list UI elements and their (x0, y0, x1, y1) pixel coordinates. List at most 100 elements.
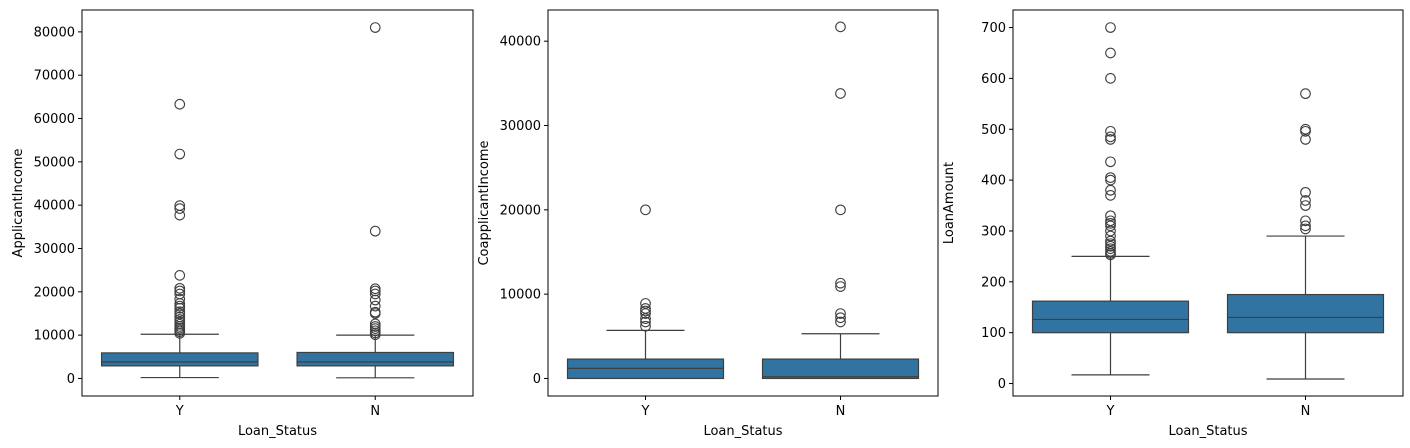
outlier-point (369, 300, 381, 312)
outlier-point (174, 200, 186, 211)
outlier-point (174, 311, 186, 323)
outlier-point (835, 204, 846, 216)
outlier-point (640, 204, 651, 216)
outlier-point (1105, 190, 1116, 201)
outlier-point (835, 312, 846, 324)
outlier-point (640, 298, 651, 309)
x-axis-label: Loan_Status (1168, 424, 1247, 439)
outlier-point (174, 282, 186, 294)
axes-frame (81, 9, 474, 397)
y-tick-label: 600 (981, 72, 1006, 87)
outlier-point (369, 225, 381, 237)
y-tick-label: 400 (981, 174, 1006, 189)
outlier-point (1300, 215, 1311, 227)
outlier-point (1105, 47, 1116, 59)
box-Y (1031, 22, 1190, 376)
y-axis-label: LoanAmount (942, 162, 957, 244)
y-tick-label: 40000 (500, 35, 541, 50)
outlier-point (835, 21, 846, 33)
outlier-point (174, 306, 186, 318)
box-N (296, 22, 455, 379)
outlier-point (640, 320, 651, 332)
y-tick-label: 30000 (500, 119, 541, 134)
outlier-point (1300, 200, 1311, 211)
outlier-point (640, 303, 651, 314)
outlier-point (1105, 220, 1116, 232)
outlier-point (1300, 123, 1311, 135)
outlier-point (1105, 125, 1116, 137)
x-tick-label: N (836, 404, 846, 419)
outlier-point (1105, 243, 1116, 255)
chart-panel-coapplicant: 0 10000 20000 30000 40000 Y N Loan_Status Coappl… (477, 9, 939, 439)
outlier-point (1105, 174, 1116, 186)
y-tick-label: 10000 (500, 288, 541, 303)
outlier-point (1105, 230, 1116, 242)
box-iqr (1031, 300, 1190, 334)
outlier-point (174, 293, 186, 305)
outlier-point (174, 316, 186, 328)
y-tick-label: 30000 (34, 242, 75, 257)
y-tick-label: 0 (533, 372, 541, 387)
outlier-point (640, 305, 651, 317)
outlier-point (1105, 245, 1116, 257)
outlier-point (369, 283, 381, 295)
outlier-point (1300, 88, 1311, 100)
chart-panel-applicant: 0 10000 20000 30000 40000 50000 60000 70000 8000… (11, 9, 474, 439)
x-axis-label: Loan_Status (238, 424, 317, 439)
outlier-point (1105, 73, 1116, 84)
outlier-point (835, 308, 846, 319)
outlier-point (1105, 210, 1116, 222)
x-tick-label: Y (1106, 404, 1115, 419)
y-tick-label: 300 (981, 224, 1006, 239)
outlier-point (835, 88, 846, 99)
y-tick-label: 700 (981, 21, 1006, 36)
box-Y (566, 204, 725, 380)
chart-panel-loanamount: 0 100 200 300 400 500 600 700 Y N Loan_Status LoanA… (942, 9, 1404, 439)
box-N (1226, 88, 1385, 380)
y-tick-label: 0 (67, 372, 75, 387)
box-iqr (100, 352, 259, 367)
y-tick-label: 20000 (500, 203, 541, 218)
y-tick-label: 200 (981, 275, 1006, 290)
outlier-point (1105, 134, 1116, 145)
outlier-point (1105, 22, 1116, 33)
outlier-point (174, 148, 186, 160)
outlier-point (369, 288, 381, 300)
y-tick-label: 60000 (34, 112, 75, 127)
outlier-point (835, 281, 846, 292)
outlier-point (174, 300, 186, 312)
y-tick-label: 10000 (34, 329, 75, 344)
y-tick-label: 100 (981, 326, 1006, 341)
outlier-point (1105, 238, 1116, 250)
outlier-point (369, 22, 381, 33)
outlier-point (174, 269, 186, 281)
outlier-point (174, 203, 186, 214)
box-iqr (761, 358, 920, 380)
outlier-point (1105, 131, 1116, 143)
box-iqr (296, 351, 455, 367)
outlier-point (1105, 217, 1116, 229)
outlier-point (174, 98, 186, 110)
outlier-point (369, 306, 381, 318)
y-tick-label: 40000 (34, 199, 75, 214)
y-tick-label: 70000 (34, 69, 75, 84)
x-tick-label: N (370, 404, 380, 419)
axes-frame (1012, 9, 1404, 397)
outlier-point (640, 316, 651, 328)
y-tick-label: 500 (981, 123, 1006, 138)
outlier-point (1300, 134, 1311, 145)
outlier-point (1300, 223, 1311, 235)
x-tick-label: Y (641, 404, 650, 419)
box-N (761, 21, 920, 380)
y-axis-label: ApplicantIncome (11, 149, 26, 258)
outlier-point (369, 318, 381, 330)
box-Y (100, 98, 259, 379)
y-tick-label: 20000 (34, 285, 75, 300)
outlier-point (835, 316, 846, 328)
axes-frame (547, 9, 939, 397)
outlier-point (1105, 172, 1116, 183)
outlier-point (1300, 195, 1311, 206)
outlier-point (1105, 240, 1116, 252)
outlier-point (174, 314, 186, 325)
